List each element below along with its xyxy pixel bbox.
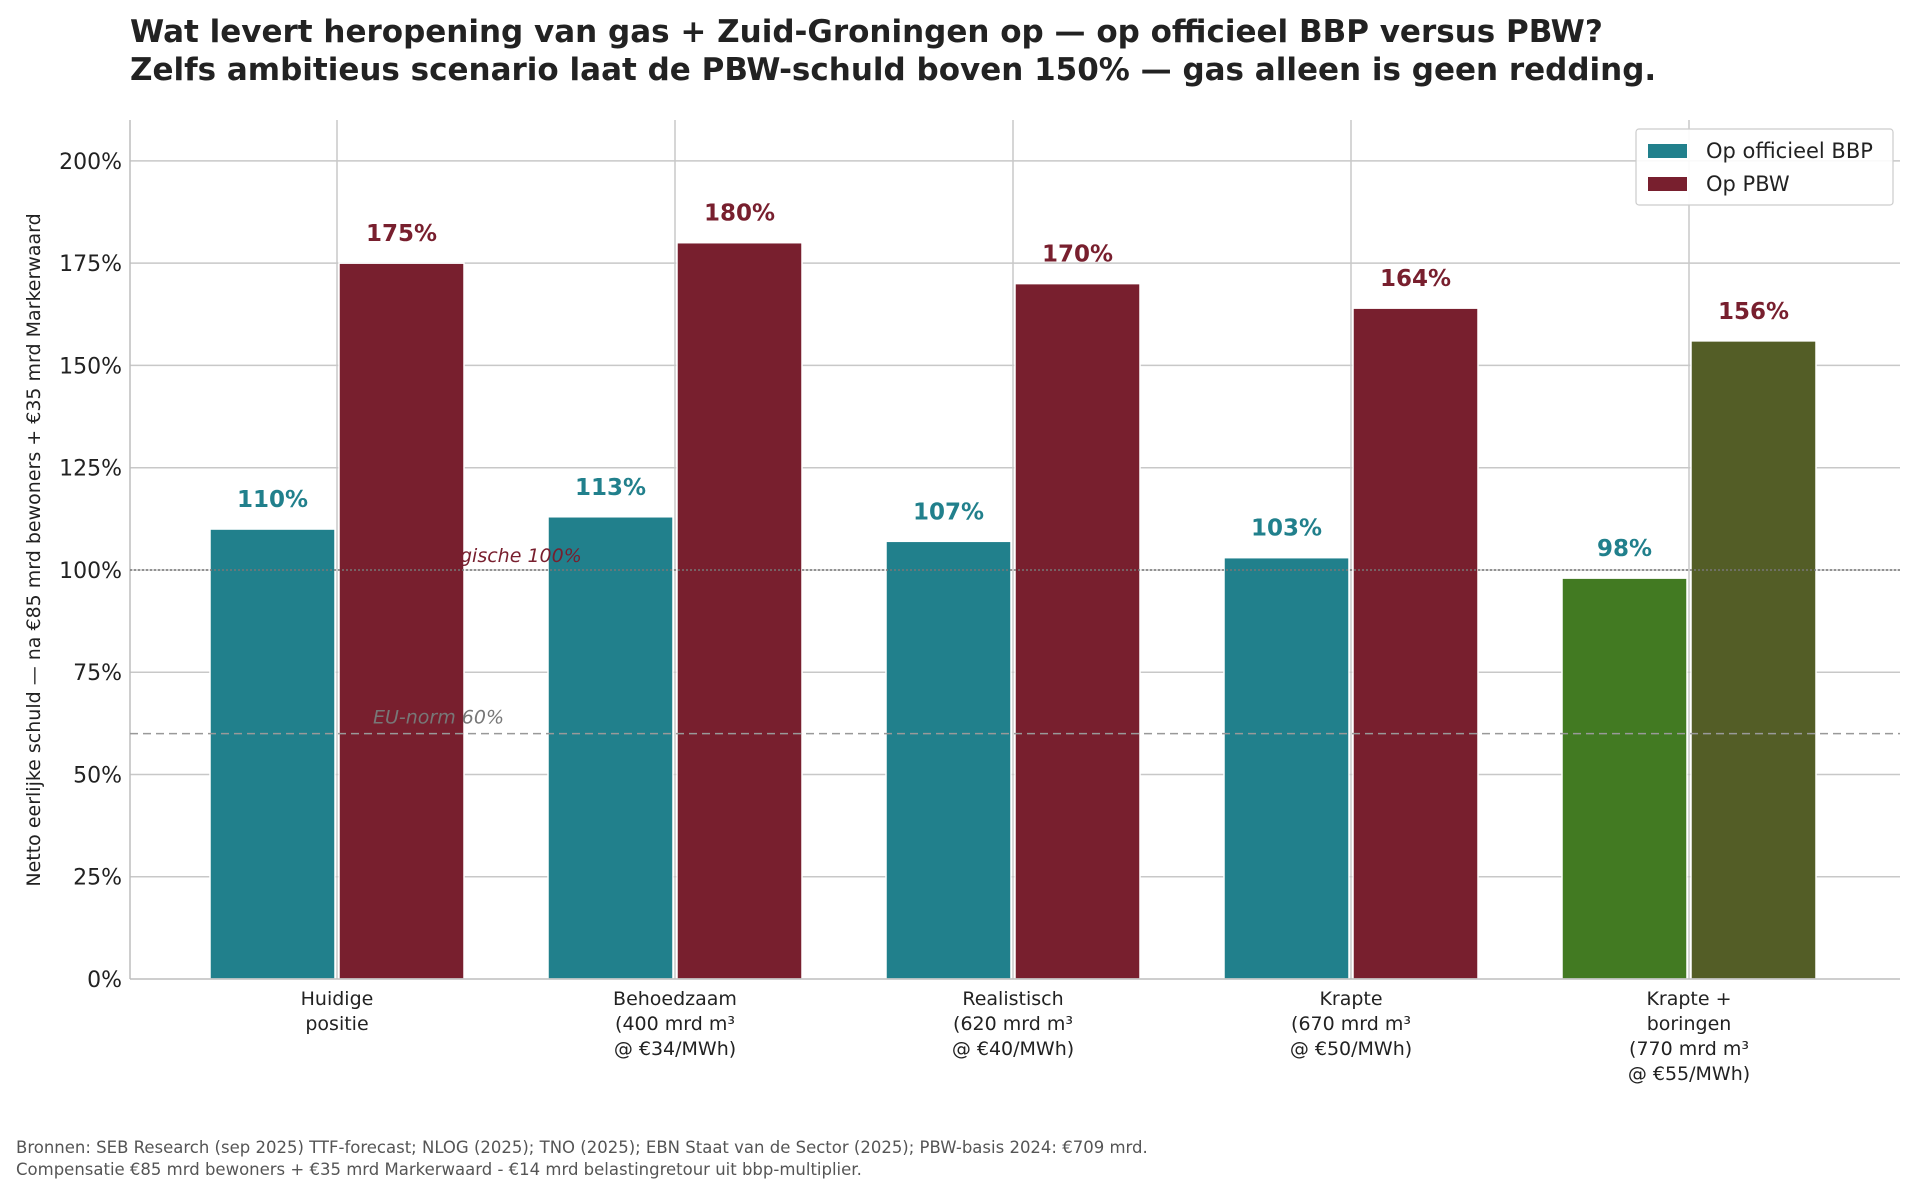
chart-title-line-1: Wat levert heropening van gas + Zuid-Gro… <box>130 14 1603 50</box>
value-label-official-gdp: 103% <box>1251 516 1322 542</box>
chart-title: Wat levert heropening van gas + Zuid-Gro… <box>130 14 1656 88</box>
x-tick-label-line: @ €34/MWh) <box>614 1038 736 1060</box>
bars <box>209 241 1817 980</box>
value-label-pbw: 170% <box>1042 242 1113 268</box>
source-line-2: Compensatie €85 mrd bewoners + €35 mrd M… <box>16 1160 862 1179</box>
bar-pbw <box>1014 282 1141 980</box>
x-tick-label-line: (400 mrd m³ <box>615 1013 735 1035</box>
y-tick-label: 175% <box>59 252 122 277</box>
legend-label-pbw: Op PBW <box>1706 172 1790 196</box>
value-label-pbw: 156% <box>1718 299 1789 325</box>
x-tick-label: Krapte + boringen (770 mrd m³ @ €55/MWh) <box>1628 988 1750 1085</box>
x-tick-label-line: (620 mrd m³ <box>953 1013 1073 1035</box>
x-tick-label-line: Behoedzaam <box>613 988 737 1010</box>
source-note: Bronnen: SEB Research (sep 2025) TTF-for… <box>16 1138 1148 1179</box>
y-tick-label: 200% <box>59 150 122 175</box>
x-tick-label: Krapte (670 mrd m³ @ €50/MWh) <box>1290 988 1412 1060</box>
bar-pbw <box>1352 307 1479 980</box>
bar-official-gdp <box>885 540 1012 980</box>
bar-pbw <box>338 262 465 980</box>
legend-label-official-gdp: Op officieel BBP <box>1706 139 1873 163</box>
bar-official-gdp <box>547 516 674 980</box>
x-tick-label: Huidige positie <box>301 988 374 1035</box>
value-label-official-gdp: 110% <box>237 487 308 513</box>
x-tick-label-line: @ €50/MWh) <box>1290 1038 1412 1060</box>
y-tick-label: 75% <box>73 661 122 686</box>
y-tick-label: 150% <box>59 354 122 379</box>
x-tick-label-line: (670 mrd m³ <box>1291 1013 1411 1035</box>
y-tick-label: 0% <box>87 968 122 993</box>
axes: 0% 25% 50% 75% 100% 125% 150% 175% 200% Huidige po… <box>59 120 1900 1085</box>
value-label-pbw: 164% <box>1380 266 1451 292</box>
bar-official-gdp <box>1223 556 1350 980</box>
x-tick-label-line: @ €55/MWh) <box>1628 1063 1750 1085</box>
x-tick-label-line: Krapte <box>1319 988 1382 1010</box>
y-tick-label: 125% <box>59 457 122 482</box>
legend-swatch-pbw <box>1648 177 1687 191</box>
x-tick-label-line: (770 mrd m³ <box>1629 1038 1749 1060</box>
value-label-pbw: 180% <box>704 201 775 227</box>
bar-pbw <box>676 241 803 980</box>
legend-swatch-official-gdp <box>1648 144 1687 158</box>
bar-official-gdp <box>209 528 336 980</box>
y-axis-label: Netto eerlijke schuld — na €85 mrd bewon… <box>23 213 45 886</box>
x-tick-label-line: positie <box>305 1013 368 1035</box>
y-tick-label: 50% <box>73 763 122 788</box>
value-label-pbw: 175% <box>366 221 437 247</box>
y-tick-label: 100% <box>59 559 122 584</box>
source-line-1: Bronnen: SEB Research (sep 2025) TTF-for… <box>16 1138 1148 1157</box>
x-tick-label-line: Huidige <box>301 988 374 1010</box>
value-labels: 110% 113% 107% 103% 98% 175% 180% 170% 164% 156% g… <box>130 201 1900 735</box>
reference-line-label: EU-norm 60% <box>373 707 504 729</box>
legend: Op officieel BBP Op PBW <box>1635 128 1894 206</box>
value-label-official-gdp: 98% <box>1597 536 1652 562</box>
x-tick-label-line: @ €40/MWh) <box>952 1038 1074 1060</box>
x-tick-label: Behoedzaam (400 mrd m³ @ €34/MWh) <box>613 988 737 1060</box>
bar-pbw <box>1690 340 1817 980</box>
x-tick-label-line: boringen <box>1647 1013 1732 1035</box>
legend-box <box>1635 128 1894 206</box>
x-tick-label-line: Realistisch <box>962 988 1063 1010</box>
value-label-official-gdp: 113% <box>575 475 646 501</box>
bar-official-gdp <box>1561 577 1688 980</box>
chart-title-line-2: Zelfs ambitieus scenario laat de PBW-sch… <box>130 52 1656 88</box>
x-tick-label: Realistisch (620 mrd m³ @ €40/MWh) <box>952 988 1074 1060</box>
x-tick-label-line: Krapte + <box>1646 988 1731 1010</box>
y-tick-label: 25% <box>73 866 122 891</box>
reference-line-label: gische 100% <box>460 545 582 567</box>
value-label-official-gdp: 107% <box>913 499 984 525</box>
